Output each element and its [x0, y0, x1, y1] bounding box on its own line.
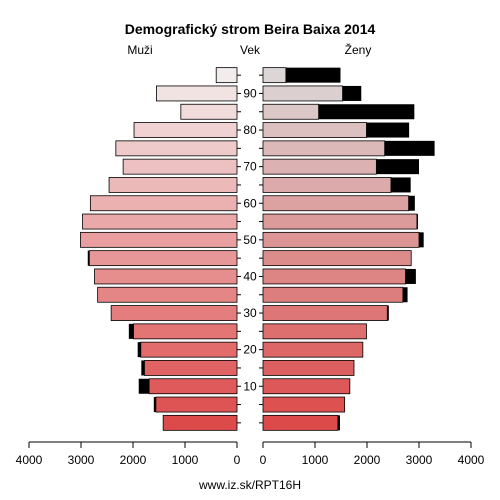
- female-excess-bar: [387, 305, 389, 321]
- male-bar: [108, 177, 238, 193]
- center-axis-label: Vek: [240, 43, 261, 57]
- male-excess-bar: [137, 342, 141, 358]
- male-bar: [148, 378, 238, 395]
- female-bar: [262, 378, 351, 395]
- x-tick-label: 1000: [302, 453, 329, 467]
- age-tick-label: 40: [243, 269, 257, 283]
- male-bar: [110, 305, 238, 321]
- female-bar: [262, 140, 386, 157]
- male-bar: [215, 67, 238, 84]
- male-excess-bar: [87, 250, 90, 266]
- age-tick-label: 10: [243, 379, 257, 393]
- female-bar: [262, 341, 364, 358]
- age-tick-label: 70: [243, 160, 257, 174]
- right-series-label: Ženy: [345, 42, 372, 57]
- female-excess-bar: [416, 214, 418, 230]
- male-bar: [140, 341, 238, 358]
- left-series-label: Muži: [127, 43, 152, 57]
- male-bar: [155, 85, 238, 102]
- male-bar: [80, 231, 238, 248]
- female-bar: [262, 396, 346, 413]
- male-bar: [133, 323, 238, 340]
- female-bar: [262, 268, 406, 285]
- x-tick-label: 0: [234, 453, 241, 467]
- footer-url: www.iz.sk/RPT16H: [198, 478, 301, 492]
- chart-title: Demografický strom Beira Baixa 2014: [125, 21, 376, 37]
- male-bar: [133, 122, 238, 138]
- female-excess-bar: [342, 85, 362, 101]
- female-bar: [262, 305, 388, 321]
- male-bar: [89, 195, 238, 212]
- axes-group: 10 20 30 40 50 60 70 80 90 4000 3000 2000 1000 0 0 1000…: [16, 74, 485, 467]
- age-tick-label: 50: [243, 233, 257, 247]
- bars-group: [80, 67, 435, 431]
- x-tick-label: 2000: [120, 453, 147, 467]
- male-excess-bar: [138, 378, 150, 394]
- male-bar: [97, 286, 238, 303]
- age-tick-label: 90: [243, 86, 257, 100]
- male-bar: [88, 250, 238, 267]
- female-excess-bar: [405, 268, 416, 284]
- female-bar: [262, 158, 377, 175]
- x-tick-label: 3000: [68, 453, 95, 467]
- age-tick-label: 20: [243, 343, 257, 357]
- female-excess-bar: [390, 177, 411, 193]
- female-bar: [262, 103, 320, 120]
- female-bar: [262, 195, 410, 212]
- female-bar: [262, 286, 404, 303]
- age-tick-label: 80: [243, 123, 257, 137]
- female-bar: [262, 177, 392, 193]
- female-bar: [262, 414, 339, 431]
- x-tick-label: 0: [260, 453, 267, 467]
- female-excess-bar: [318, 104, 415, 120]
- female-bar: [262, 231, 420, 248]
- female-bar: [262, 250, 412, 267]
- female-excess-bar: [337, 415, 340, 431]
- female-excess-bar: [366, 122, 410, 138]
- male-excess-bar: [128, 323, 134, 339]
- x-tick-label: 4000: [458, 453, 485, 467]
- female-excess-bar: [419, 232, 424, 248]
- female-excess-bar: [384, 140, 435, 156]
- male-bar: [144, 360, 238, 376]
- male-excess-bar: [141, 360, 145, 376]
- female-bar: [262, 323, 367, 340]
- male-bar: [162, 414, 238, 431]
- x-tick-label: 3000: [406, 453, 433, 467]
- male-bar: [115, 140, 238, 157]
- male-bar: [82, 213, 238, 230]
- female-excess-bar: [285, 67, 341, 83]
- male-bar: [94, 268, 238, 285]
- female-bar: [262, 360, 355, 376]
- female-excess-bar: [402, 287, 408, 303]
- female-bar: [262, 213, 418, 230]
- female-bar: [262, 67, 287, 84]
- x-tick-label: 4000: [16, 453, 43, 467]
- female-excess-bar: [408, 195, 415, 211]
- male-bar: [155, 396, 238, 413]
- age-tick-label: 30: [243, 306, 257, 320]
- male-bar: [180, 103, 238, 120]
- x-tick-label: 1000: [172, 453, 199, 467]
- female-excess-bar: [376, 159, 419, 175]
- male-excess-bar: [153, 397, 156, 413]
- age-tick-label: 60: [243, 196, 257, 210]
- female-bar: [262, 122, 367, 138]
- male-bar: [122, 158, 238, 175]
- female-bar: [262, 85, 343, 102]
- x-tick-label: 2000: [354, 453, 381, 467]
